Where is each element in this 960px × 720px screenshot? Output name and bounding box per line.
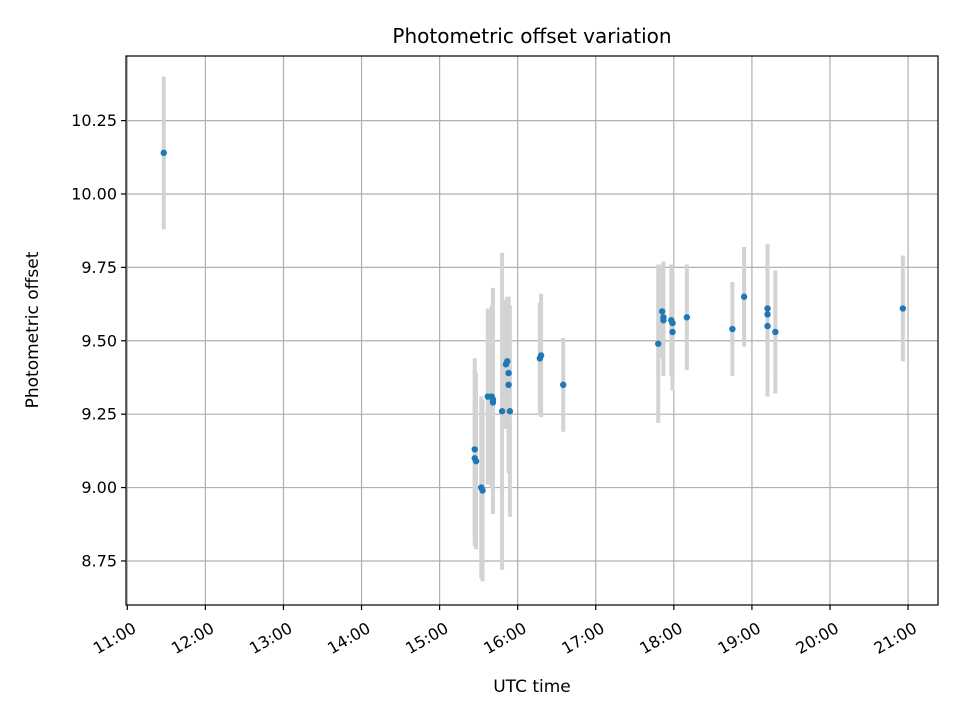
data-point: [764, 305, 771, 312]
data-point: [560, 381, 567, 389]
data-point: [764, 322, 771, 330]
y-axis-ticks: 8.75 9.00 9.25 9.50 9.75 10.00 10.25: [71, 111, 126, 570]
y-tick-label: 8.75: [81, 551, 117, 570]
data-point: [471, 446, 478, 453]
data-point: [683, 314, 691, 321]
grid: [126, 56, 938, 605]
y-tick-label: 9.50: [81, 331, 117, 350]
x-tick-label: 15:00: [402, 618, 451, 658]
data-point: [505, 369, 512, 377]
y-tick-label: 9.00: [81, 478, 117, 497]
data-point: [655, 340, 662, 347]
data-point: [660, 317, 667, 324]
data-point: [479, 487, 486, 494]
data-point: [505, 381, 512, 389]
data-point: [472, 457, 480, 465]
y-tick-label: 9.75: [81, 258, 117, 277]
y-tick-label: 10.00: [71, 184, 117, 203]
data-point: [899, 305, 907, 312]
data-point: [489, 399, 497, 406]
chart-title: Photometric offset variation: [392, 24, 671, 48]
x-tick-label: 12:00: [168, 618, 217, 658]
x-tick-label: 13:00: [246, 618, 295, 658]
x-tick-label: 21:00: [871, 618, 920, 658]
data-point: [504, 358, 511, 365]
x-tick-label: 16:00: [480, 618, 529, 658]
data-point: [729, 325, 736, 333]
x-axis-title: UTC time: [493, 677, 571, 697]
errorbars: [161, 76, 905, 582]
data-point: [498, 408, 506, 415]
x-tick-label: 20:00: [793, 618, 842, 658]
x-tick-label: 17:00: [558, 618, 607, 658]
data-point: [772, 328, 779, 336]
data-point: [506, 408, 514, 415]
x-tick-label: 19:00: [714, 618, 763, 658]
data-point: [669, 319, 676, 327]
data-point: [740, 293, 748, 300]
data-point: [764, 311, 771, 318]
y-tick-label: 9.25: [81, 405, 117, 424]
x-tick-label: 11:00: [90, 618, 139, 658]
data-point: [669, 328, 676, 336]
data-point: [658, 308, 666, 315]
y-axis-title: Photometric offset: [23, 251, 43, 408]
data-point: [537, 352, 545, 359]
x-tick-label: 14:00: [324, 618, 373, 658]
data-point: [160, 149, 167, 157]
plot-frame: [125, 55, 939, 606]
data-points: [160, 149, 907, 494]
y-tick-label: 10.25: [71, 111, 117, 130]
x-tick-label: 18:00: [636, 618, 685, 658]
x-axis-ticks: 11:00 12:00 13:00 14:00 15:00 16:00 17:00 18:00…: [90, 605, 920, 658]
